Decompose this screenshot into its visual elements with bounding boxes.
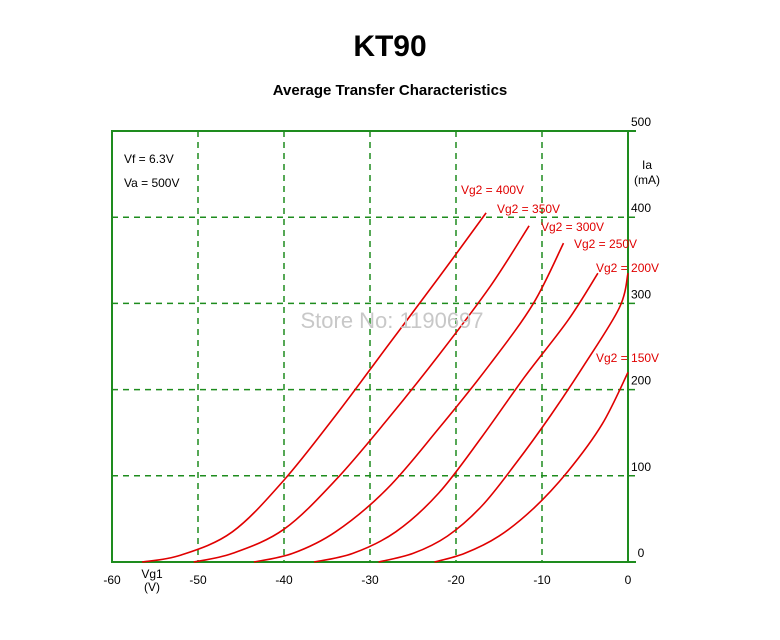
y-tick-label: 100 [631, 460, 651, 474]
series-curve-2 [193, 225, 530, 563]
plot-frame [111, 130, 629, 563]
y-axis-label: Ia [642, 158, 652, 172]
series-label-2: Vg2 = 350V [497, 202, 560, 216]
series-label-6: Vg2 = 150V [596, 351, 659, 365]
x-axis-unit: (V) [144, 580, 160, 594]
x-tick-labels: -60 -50 -40 -30 -20 -10 0 [103, 573, 631, 587]
x-tick-label: -60 [103, 573, 121, 587]
x-tick-label: -50 [189, 573, 207, 587]
x-axis-label: Vg1 [141, 567, 163, 581]
condition-va: Va = 500V [124, 176, 180, 190]
series-labels: Vg2 = 400V Vg2 = 350V Vg2 = 300V Vg2 = 250V… [461, 183, 659, 365]
x-tick-label: -20 [447, 573, 465, 587]
x-tick-label: 0 [625, 573, 632, 587]
x-tick-label: -40 [275, 573, 293, 587]
series-label-5: Vg2 = 200V [596, 261, 659, 275]
x-tick-label: -30 [361, 573, 379, 587]
chart-subtitle: Average Transfer Characteristics [272, 82, 508, 99]
series-curves [141, 212, 629, 563]
y-tick-label: 0 [638, 546, 645, 560]
y-axis-unit: (mA) [634, 173, 660, 187]
condition-vf: Vf = 6.3V [124, 152, 174, 166]
series-curve-1 [141, 212, 487, 563]
y-tick-label: 300 [631, 287, 651, 301]
series-curve-3 [253, 242, 565, 563]
chart-title: KT90 [353, 30, 427, 63]
series-curve-4 [313, 272, 599, 563]
series-curve-6 [434, 372, 629, 563]
series-label-3: Vg2 = 300V [541, 220, 604, 234]
x-tick-label: -10 [533, 573, 551, 587]
y-tick-label: 500 [631, 115, 651, 129]
series-label-1: Vg2 = 400V [461, 183, 524, 197]
y-tick-label: 400 [631, 201, 651, 215]
series-label-4: Vg2 = 250V [574, 237, 637, 251]
grid-lines [112, 130, 638, 563]
y-tick-label: 200 [631, 374, 651, 388]
series-curve-5 [378, 273, 629, 563]
watermark-text: Store No: 1190697 [300, 308, 483, 333]
y-tick-labels: 0 100 200 300 400 500 [631, 115, 651, 560]
